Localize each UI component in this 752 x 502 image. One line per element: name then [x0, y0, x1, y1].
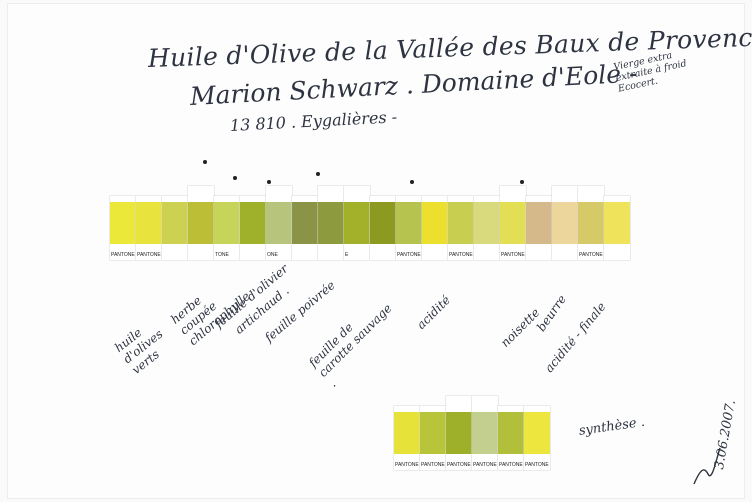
color-chip [240, 196, 266, 260]
chip-code-label: PANTONE 584 C [421, 462, 445, 468]
color-swatch [472, 412, 498, 454]
color-swatch [344, 202, 370, 244]
color-chip [526, 196, 552, 260]
handwritten-signature [693, 447, 721, 485]
color-swatch [136, 202, 162, 244]
color-swatch [446, 412, 472, 454]
color-chip: ONE [266, 186, 292, 260]
color-swatch [578, 202, 604, 244]
marker-dot [410, 180, 414, 184]
chip-code-label: PANTONE 634 [501, 252, 525, 258]
color-swatch [318, 202, 344, 244]
color-swatch [292, 202, 318, 244]
color-swatch [266, 202, 292, 244]
color-chip: PANTONE 634 [500, 186, 526, 260]
chip-code-label: PANTONE 107 C [137, 252, 161, 258]
color-swatch [524, 412, 550, 454]
chip-code-label: ONE [267, 252, 278, 258]
color-chip: PANTONE 578 C [472, 396, 498, 470]
color-chip [162, 196, 188, 260]
color-chip: PANTONE [498, 406, 524, 470]
color-chip [188, 186, 214, 260]
color-swatch [422, 202, 448, 244]
marker-dot [316, 172, 320, 176]
color-chip: PANTONE 107 C [524, 406, 550, 470]
color-swatch [420, 412, 446, 454]
color-chip: PANTONE 611 C [448, 196, 474, 260]
color-swatch [526, 202, 552, 244]
color-swatch [500, 202, 526, 244]
color-swatch [188, 202, 214, 244]
color-strip-synthese: PANTONE CPANTONE 584 CPANTONE 383 CPANTO… [394, 396, 550, 470]
color-swatch [396, 202, 422, 244]
chip-code-label: TONE [215, 252, 229, 258]
chip-code-label: PANTONE 397 C [397, 252, 421, 258]
color-chip: TONE [214, 196, 240, 260]
color-chip [370, 196, 396, 260]
chip-code-label: PANTONE 106 C [111, 252, 135, 258]
color-chip [604, 196, 630, 260]
color-swatch [214, 202, 240, 244]
color-chip [552, 186, 578, 260]
color-chip [292, 196, 318, 260]
color-swatch [474, 202, 500, 244]
color-swatch [498, 412, 524, 454]
color-chip: PANTONE 107 C [136, 196, 162, 260]
color-swatch [162, 202, 188, 244]
color-chip [474, 196, 500, 260]
color-chip: PANTONE 106 C [110, 196, 136, 260]
chip-code-label: PANTONE 383 C [447, 462, 471, 468]
color-strip-main: PANTONE 106 CPANTONE 107 C TONE ONE E PANTON… [110, 186, 630, 260]
color-swatch [604, 202, 630, 244]
color-chip [422, 196, 448, 260]
color-swatch [552, 202, 578, 244]
color-chip: PANTONE 383 C [446, 396, 472, 470]
color-chip: PANTONE 397 C [396, 196, 422, 260]
marker-dot [203, 160, 207, 164]
marker-dot [233, 176, 237, 180]
color-swatch [240, 202, 266, 244]
color-swatch [370, 202, 396, 244]
color-chip: PANTONE C [394, 406, 420, 470]
color-swatch [394, 412, 420, 454]
color-chip: E [344, 186, 370, 260]
color-swatch [448, 202, 474, 244]
marker-dot [520, 180, 524, 184]
marker-dot [267, 180, 271, 184]
chip-code-label: E [345, 252, 349, 258]
chip-code-label: PANTONE 7416 [579, 252, 603, 258]
chip-code-label: PANTONE [499, 462, 523, 468]
color-chip [318, 186, 344, 260]
color-chip: PANTONE 7416 [578, 186, 604, 260]
chip-code-label: PANTONE 611 C [449, 252, 473, 258]
color-swatch [110, 202, 136, 244]
chip-code-label: PANTONE C [395, 462, 419, 468]
chip-code-label: PANTONE 107 C [525, 462, 549, 468]
color-chip: PANTONE 584 C [420, 406, 446, 470]
chip-code-label: PANTONE 578 C [473, 462, 497, 468]
